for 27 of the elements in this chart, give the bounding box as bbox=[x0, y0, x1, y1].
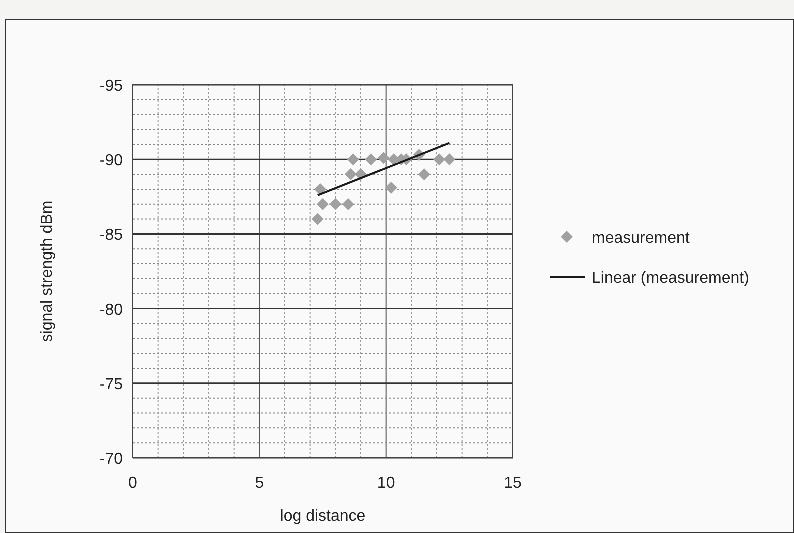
x-tick-label: 15 bbox=[504, 475, 522, 492]
y-tick-label: -80 bbox=[100, 302, 124, 319]
y-tick-label: -75 bbox=[100, 376, 124, 394]
point bbox=[418, 168, 430, 181]
y-tick-label: -70 bbox=[100, 451, 124, 468]
legend-label: measurement bbox=[592, 230, 690, 247]
point bbox=[330, 198, 342, 210]
x-axis-title: log distance bbox=[280, 508, 366, 525]
x-tick-label: 5 bbox=[255, 475, 264, 492]
y-axis-title: signal strength dBm bbox=[39, 200, 56, 342]
point bbox=[344, 168, 357, 181]
y-tick-label: -90 bbox=[100, 152, 124, 170]
x-tick-label: 10 bbox=[377, 475, 396, 492]
point bbox=[342, 198, 354, 210]
point bbox=[385, 182, 398, 194]
legend-label: Linear (measurement) bbox=[592, 270, 750, 287]
point bbox=[434, 154, 446, 166]
y-tick-label: -95 bbox=[100, 78, 124, 95]
point bbox=[444, 154, 456, 166]
y-tick-label: -85 bbox=[100, 227, 124, 244]
point bbox=[365, 154, 378, 166]
point bbox=[378, 152, 390, 164]
point bbox=[317, 198, 329, 210]
point bbox=[347, 154, 360, 166]
point bbox=[314, 183, 326, 196]
point bbox=[312, 213, 324, 226]
x-tick-label: 0 bbox=[128, 475, 138, 492]
